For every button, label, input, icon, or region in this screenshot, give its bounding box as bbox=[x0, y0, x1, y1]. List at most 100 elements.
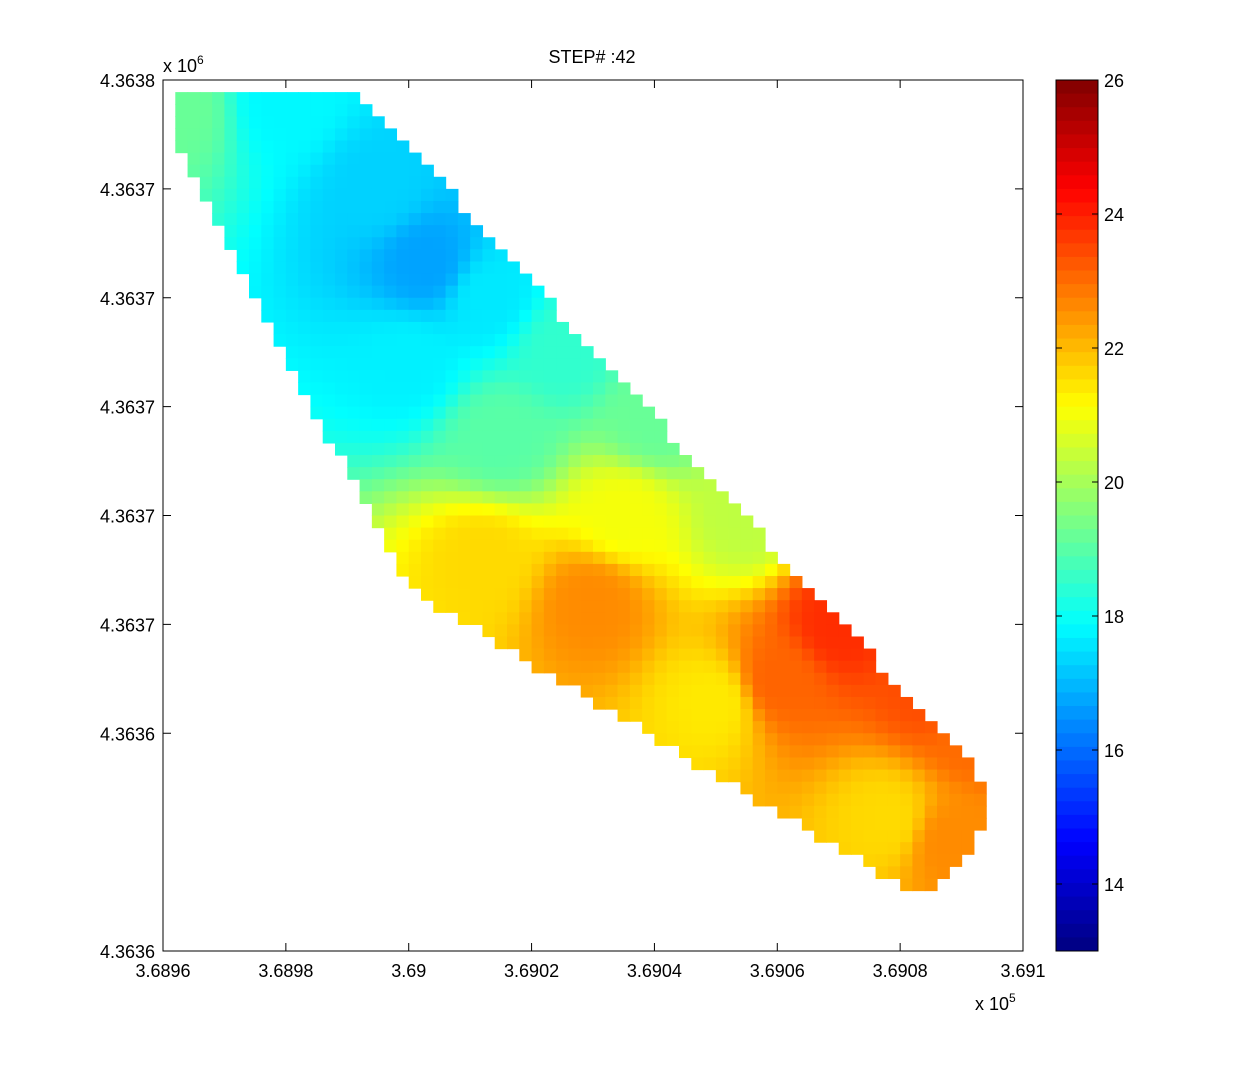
heatmap-cell bbox=[666, 515, 680, 529]
heatmap-cell bbox=[863, 648, 877, 662]
colorbar-segment bbox=[1056, 393, 1098, 408]
heatmap-cell bbox=[691, 709, 705, 722]
heatmap-cell bbox=[691, 575, 705, 589]
y-tick-label: 4.3637 bbox=[100, 180, 155, 200]
heatmap-cell bbox=[298, 188, 312, 202]
heatmap-cell bbox=[322, 261, 336, 275]
heatmap-cell bbox=[445, 479, 459, 492]
heatmap-cell bbox=[507, 467, 520, 480]
heatmap-cell bbox=[887, 709, 901, 722]
x-axis-multiplier: x 105 bbox=[975, 991, 1016, 1014]
heatmap-cell bbox=[470, 467, 484, 480]
heatmap-cell bbox=[924, 866, 938, 880]
heatmap-cell bbox=[421, 442, 434, 456]
heatmap-cell bbox=[568, 612, 582, 625]
heatmap-cell bbox=[494, 467, 508, 480]
heatmap-cell bbox=[728, 769, 742, 783]
heatmap-cell bbox=[322, 213, 336, 226]
heatmap-cell bbox=[421, 285, 434, 299]
heatmap-cell bbox=[617, 455, 631, 468]
heatmap-cell bbox=[580, 382, 594, 396]
heatmap-cell bbox=[531, 346, 545, 359]
heatmap-cell bbox=[752, 684, 766, 698]
heatmap-cell bbox=[457, 346, 471, 359]
heatmap-cell bbox=[408, 563, 422, 577]
heatmap-cell bbox=[642, 600, 656, 613]
heatmap-cell bbox=[961, 842, 975, 855]
heatmap-cell bbox=[482, 479, 496, 492]
heatmap-cell bbox=[335, 140, 348, 154]
heatmap-cell bbox=[556, 503, 570, 517]
heatmap-cell bbox=[691, 648, 705, 662]
heatmap-cell bbox=[887, 817, 901, 831]
heatmap-cell bbox=[482, 600, 496, 613]
heatmap-cell bbox=[384, 321, 398, 335]
heatmap-cell bbox=[470, 479, 484, 492]
heatmap-cell bbox=[335, 237, 348, 250]
colorbar-segment bbox=[1056, 706, 1098, 721]
heatmap-cell bbox=[961, 817, 975, 831]
heatmap-cell bbox=[347, 176, 361, 190]
heatmap-cell bbox=[396, 309, 410, 323]
heatmap-cell bbox=[617, 660, 631, 674]
heatmap-cell bbox=[507, 406, 520, 420]
heatmap-cell bbox=[568, 672, 582, 686]
heatmap-cell bbox=[347, 273, 361, 287]
heatmap-cell bbox=[384, 527, 398, 541]
heatmap-cell bbox=[236, 140, 250, 154]
heatmap-cell bbox=[543, 539, 557, 553]
heatmap-cell bbox=[912, 830, 926, 843]
heatmap-cell bbox=[199, 104, 213, 117]
heatmap-cell bbox=[359, 455, 373, 468]
heatmap-cell bbox=[457, 321, 471, 335]
heatmap-cell bbox=[298, 358, 312, 371]
heatmap-cell bbox=[396, 479, 410, 492]
heatmap-cell bbox=[617, 394, 631, 408]
heatmap-cell bbox=[359, 225, 373, 238]
heatmap-cell bbox=[273, 321, 287, 335]
heatmap-cell bbox=[445, 237, 459, 250]
heatmap-cell bbox=[470, 346, 484, 359]
heatmap-cell bbox=[310, 116, 324, 129]
heatmap-cell bbox=[384, 249, 398, 263]
heatmap-cell bbox=[224, 200, 238, 214]
heatmap-cell bbox=[396, 491, 410, 505]
heatmap-cell bbox=[629, 491, 643, 505]
heatmap-cell bbox=[408, 358, 422, 371]
heatmap-cell bbox=[679, 491, 692, 505]
heatmap-cell bbox=[605, 684, 619, 698]
heatmap-cell bbox=[457, 551, 471, 565]
heatmap-cell bbox=[457, 261, 471, 275]
heatmap-cell bbox=[740, 660, 754, 674]
heatmap-cell bbox=[568, 430, 582, 444]
heatmap-cell bbox=[789, 733, 803, 746]
x-tick-label: 3.691 bbox=[1000, 961, 1045, 981]
heatmap-cell bbox=[519, 588, 533, 601]
heatmap-cell bbox=[482, 515, 496, 529]
heatmap-cell bbox=[801, 793, 815, 807]
heatmap-cell bbox=[666, 491, 680, 505]
heatmap-cell bbox=[482, 273, 496, 287]
heatmap-cell bbox=[371, 273, 385, 287]
heatmap-cell bbox=[531, 660, 545, 674]
heatmap-cell bbox=[396, 297, 410, 311]
heatmap-cell bbox=[359, 116, 373, 129]
heatmap-cell bbox=[212, 188, 226, 202]
heatmap-cell bbox=[912, 757, 926, 771]
heatmap-cell bbox=[580, 430, 594, 444]
heatmap-cell bbox=[654, 696, 668, 710]
heatmap-cell bbox=[494, 515, 508, 529]
heatmap-cell bbox=[322, 309, 336, 323]
heatmap-cell bbox=[543, 334, 557, 347]
heatmap-cell bbox=[679, 527, 692, 541]
heatmap-cell bbox=[519, 636, 533, 650]
heatmap-cell bbox=[752, 733, 766, 746]
heatmap-cell bbox=[543, 575, 557, 589]
heatmap-cell bbox=[298, 237, 312, 250]
heatmap-cell bbox=[445, 503, 459, 517]
heatmap-cell bbox=[531, 527, 545, 541]
heatmap-cell bbox=[433, 309, 447, 323]
heatmap-cell bbox=[863, 830, 877, 843]
heatmap-cell bbox=[236, 249, 250, 263]
heatmap-cell bbox=[285, 309, 299, 323]
